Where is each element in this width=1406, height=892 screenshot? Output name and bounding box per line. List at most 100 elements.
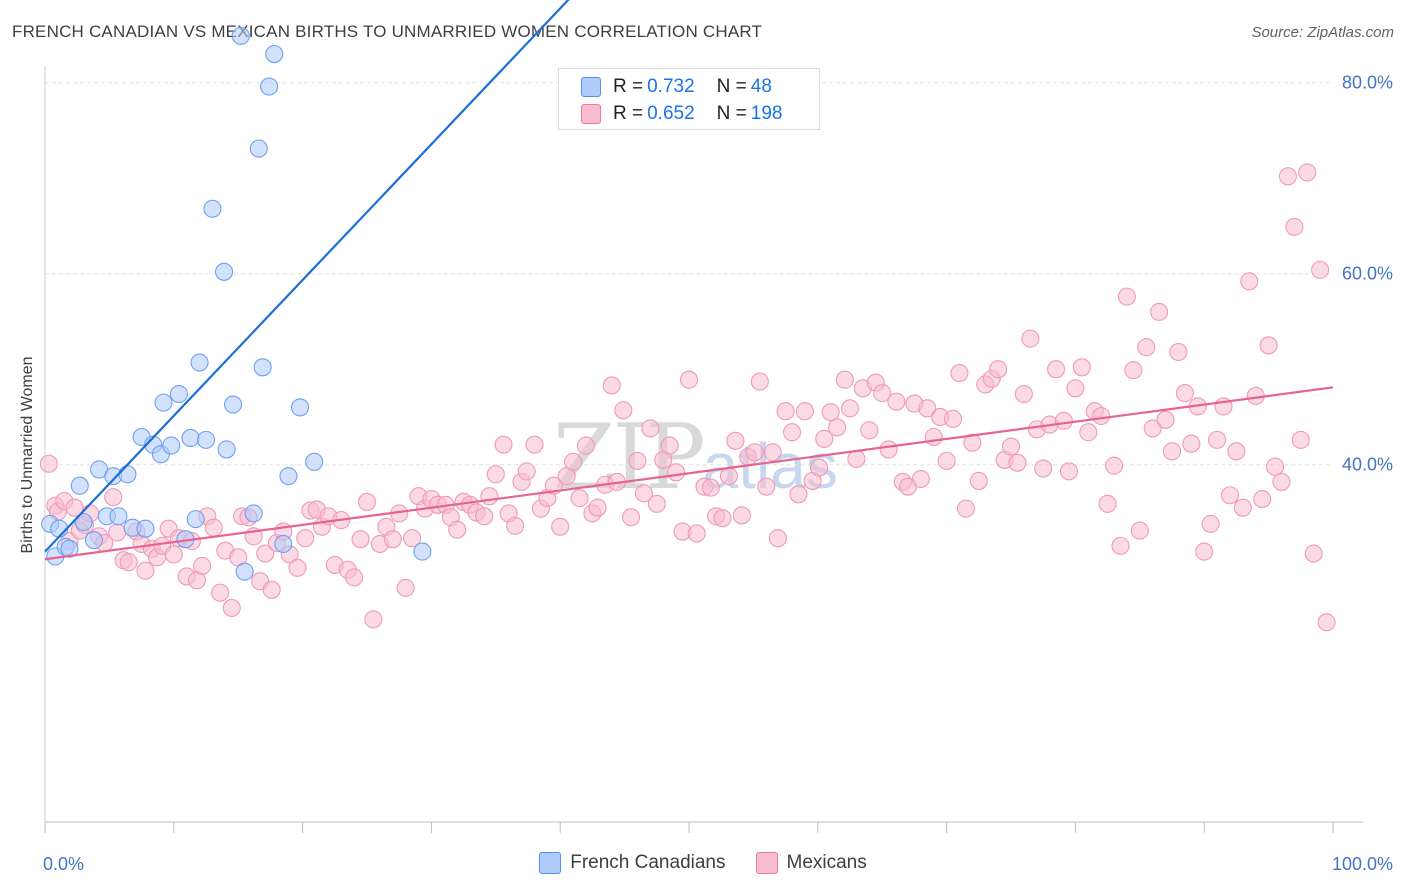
french-point — [162, 436, 181, 455]
mexican-point — [1008, 453, 1027, 472]
mexican-point — [634, 484, 653, 503]
mexican-point — [641, 419, 660, 438]
mexican-point — [745, 443, 764, 462]
legend-swatch-mexican — [755, 852, 778, 874]
mexican-point — [1150, 302, 1169, 321]
mexican-point — [614, 401, 633, 420]
french-point — [223, 395, 243, 414]
french-point — [217, 440, 236, 459]
french-point — [190, 353, 209, 372]
mexican-point — [1092, 406, 1111, 426]
mexican-point — [726, 431, 745, 450]
y-tick-label: 80.0% — [1342, 73, 1393, 93]
mexican-point — [943, 409, 963, 428]
n-value-mexican: 198 — [750, 103, 783, 124]
french-point — [84, 531, 103, 550]
mexican-point — [364, 610, 383, 629]
mexican-point — [782, 423, 802, 442]
mexican-point — [757, 477, 776, 496]
legend-item-french-canadians[interactable]: French Canadians — [539, 852, 726, 874]
stats-row-french: R = 0.732 N = 48 — [581, 74, 772, 100]
french-point — [249, 139, 268, 158]
french-point — [214, 262, 234, 281]
french-point — [253, 358, 272, 377]
mexican-point — [789, 485, 808, 504]
mexican-point — [873, 384, 892, 403]
mexican-point — [119, 553, 138, 572]
mexican-point — [1104, 456, 1124, 475]
mexican-point — [628, 451, 647, 470]
french-point — [196, 430, 216, 449]
mexican-point — [1240, 272, 1259, 291]
mexican-point — [564, 452, 583, 471]
mexican-point — [956, 499, 975, 518]
mexican-point — [887, 392, 906, 411]
french-point — [74, 512, 93, 532]
french-point — [70, 476, 89, 495]
mexican-point — [1169, 342, 1188, 362]
mexican-point — [108, 523, 127, 542]
french-point — [274, 534, 293, 554]
mexican-point — [679, 370, 699, 389]
french-point — [260, 77, 279, 96]
mexican-point — [204, 518, 223, 537]
mexican-point — [732, 506, 751, 525]
mexican-point — [810, 458, 829, 477]
source-credit: Source: ZipAtlas.com — [1251, 24, 1394, 41]
french-point — [305, 452, 324, 471]
bottom-legend: French Canadians Mexicans — [0, 852, 1406, 874]
x-tick-label: 100.0% — [1332, 854, 1393, 874]
mexican-point — [288, 558, 307, 577]
mexican-point — [701, 478, 720, 497]
mexican-point — [262, 580, 281, 599]
mexican-point — [879, 440, 898, 459]
mexican-point — [193, 556, 212, 575]
mexican-point — [1156, 410, 1175, 429]
mexican-point — [104, 488, 123, 507]
mexican-point — [713, 509, 732, 528]
mexican-point — [1130, 521, 1149, 540]
mexican-point — [1233, 498, 1252, 517]
mexican-point — [1259, 336, 1278, 355]
y-tick-label: 40.0% — [1342, 455, 1393, 475]
stats-swatch-mexican — [581, 104, 601, 124]
french-point — [169, 384, 189, 404]
stats-swatch-french — [581, 77, 601, 97]
mexican-point — [1285, 217, 1304, 236]
r-label: R = — [613, 76, 644, 97]
mexican-point — [768, 529, 787, 548]
mexican-point — [576, 436, 596, 455]
mexican-point — [1317, 613, 1336, 632]
mexican-point — [494, 435, 513, 454]
mexican-point — [1227, 442, 1246, 461]
mexican-point — [570, 489, 589, 508]
mexican-point — [821, 403, 840, 422]
mexican-point — [1034, 459, 1053, 478]
mexican-point — [847, 449, 866, 469]
mexican-point — [667, 463, 686, 482]
mexican-point — [828, 418, 847, 437]
french-point — [290, 398, 310, 417]
mexican-point — [256, 544, 275, 563]
mexican-point — [963, 433, 982, 452]
chart-title: FRENCH CANADIAN VS MEXICAN BIRTHS TO UNM… — [12, 22, 763, 41]
mexican-point — [660, 436, 679, 455]
french-point — [181, 428, 200, 448]
mexican-point — [1278, 167, 1297, 186]
mexican-point — [1175, 384, 1194, 403]
mexican-point — [1143, 419, 1162, 438]
mexican-point — [351, 530, 370, 549]
mexican-point — [1195, 542, 1214, 561]
legend-item-mexicans[interactable]: Mexicans — [755, 852, 867, 874]
n-value-french: 48 — [750, 76, 772, 97]
mexican-point — [506, 516, 525, 535]
mexican-point — [1001, 437, 1021, 456]
mexican-point — [1047, 360, 1066, 379]
mexican-point — [551, 517, 570, 536]
mexican-point — [517, 462, 536, 481]
french-point — [154, 393, 173, 412]
mexican-point — [918, 399, 937, 418]
mexican-point — [647, 494, 666, 513]
mexican-point — [602, 376, 621, 395]
french-point — [186, 510, 205, 529]
